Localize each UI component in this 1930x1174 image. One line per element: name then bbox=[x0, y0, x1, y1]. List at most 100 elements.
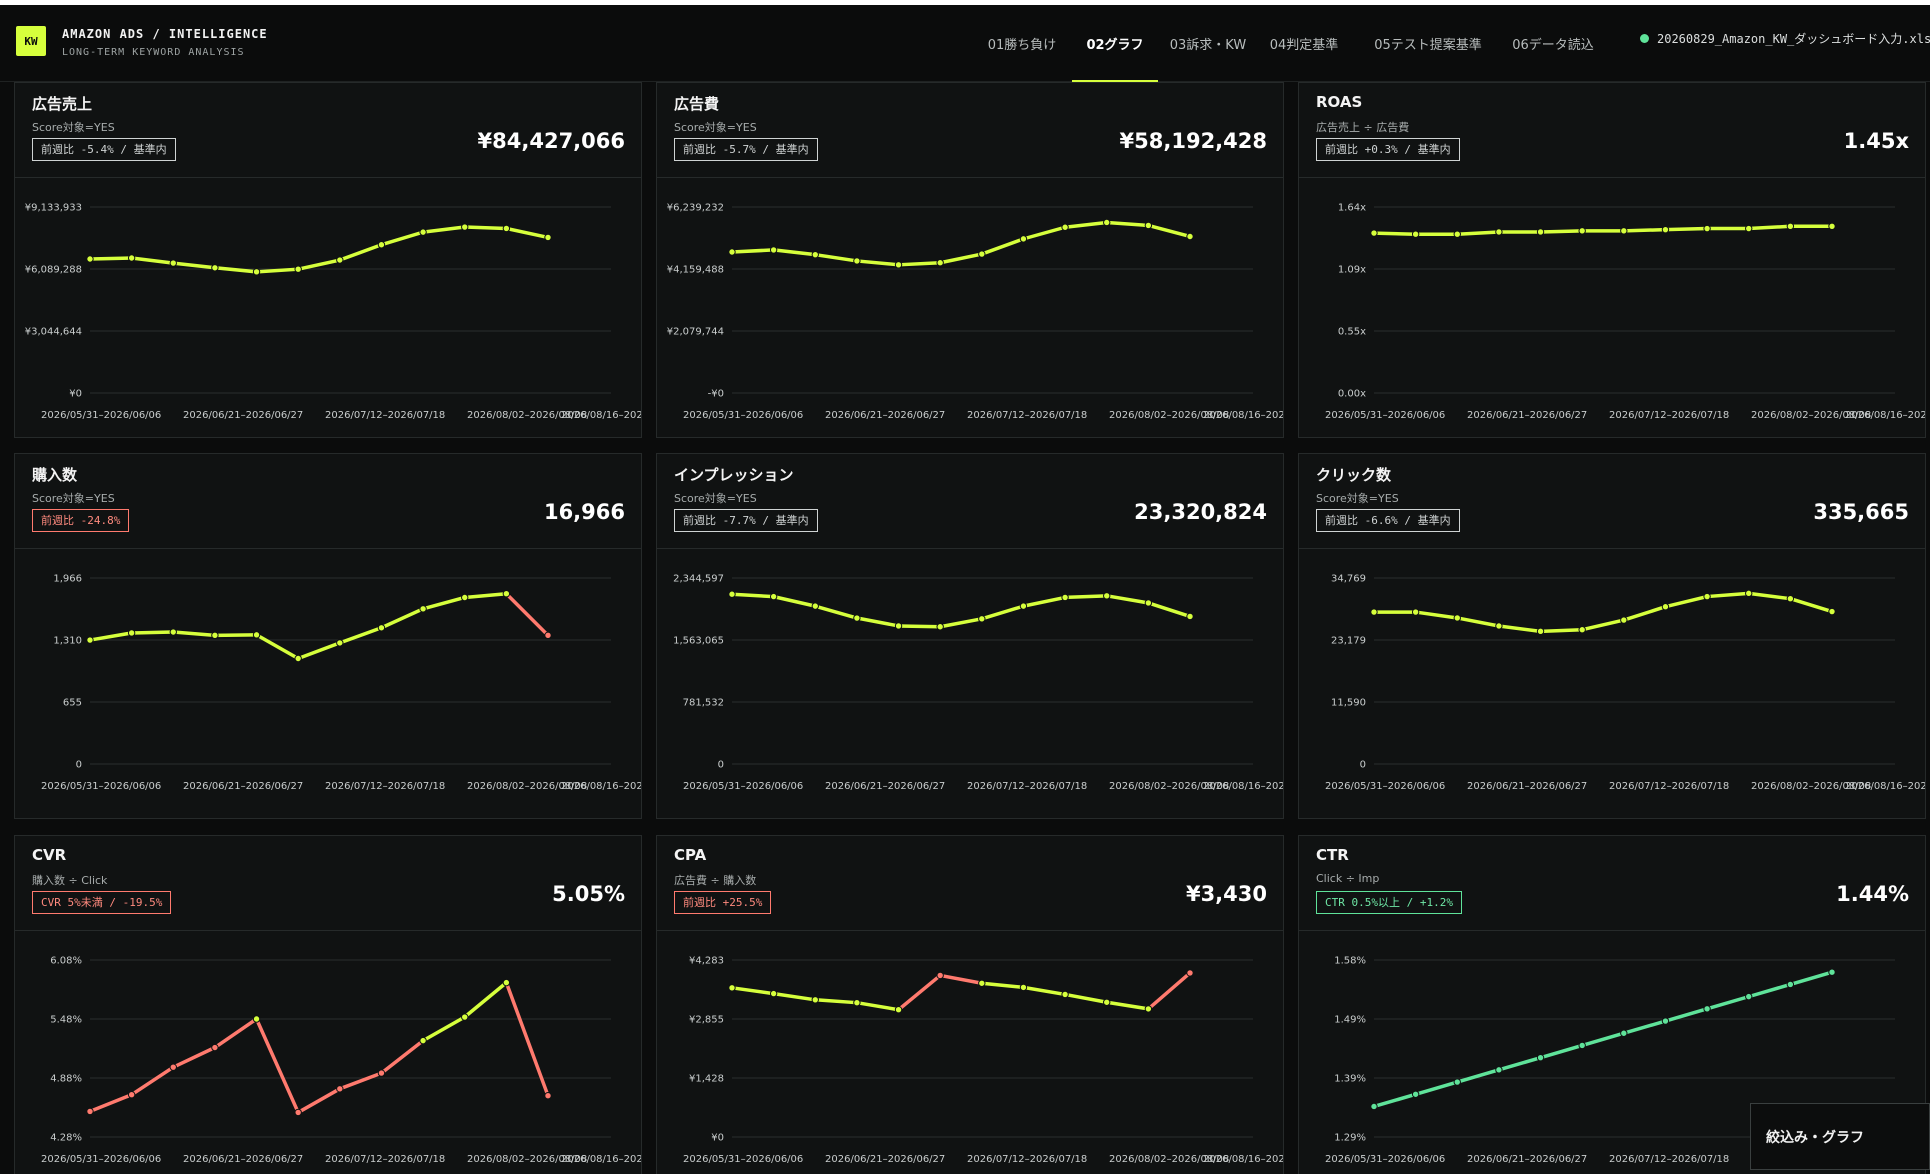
data-point[interactable] bbox=[1370, 608, 1378, 616]
data-point[interactable] bbox=[544, 1092, 552, 1100]
data-point[interactable] bbox=[1786, 594, 1795, 603]
data-point[interactable] bbox=[1495, 622, 1503, 630]
data-point[interactable] bbox=[1661, 603, 1670, 611]
file-indicator[interactable]: 20260829_Amazon_KW_ダッシュボード入力.xlsx bbox=[1640, 30, 1930, 47]
data-point[interactable] bbox=[1370, 229, 1378, 237]
data-point[interactable] bbox=[1495, 228, 1503, 236]
data-point[interactable] bbox=[419, 1036, 427, 1045]
data-point[interactable] bbox=[1186, 969, 1194, 977]
data-point[interactable] bbox=[769, 246, 778, 254]
data-point[interactable] bbox=[169, 628, 177, 636]
data-point[interactable] bbox=[1103, 592, 1111, 600]
data-point[interactable] bbox=[728, 590, 736, 598]
data-point[interactable] bbox=[502, 590, 511, 598]
data-point[interactable] bbox=[86, 636, 94, 644]
data-point[interactable] bbox=[252, 268, 261, 276]
data-point[interactable] bbox=[811, 250, 819, 259]
data-point[interactable] bbox=[336, 639, 344, 647]
tab-criteria[interactable]: 04判定基準 bbox=[1269, 38, 1339, 53]
data-point[interactable] bbox=[1411, 230, 1420, 238]
data-point[interactable] bbox=[1828, 607, 1836, 616]
data-point[interactable] bbox=[1186, 232, 1194, 241]
data-point[interactable] bbox=[1620, 227, 1628, 235]
data-point[interactable] bbox=[769, 989, 778, 998]
data-point[interactable] bbox=[1186, 612, 1194, 621]
data-point[interactable] bbox=[377, 241, 386, 249]
data-point[interactable] bbox=[978, 615, 986, 623]
data-point[interactable] bbox=[294, 1108, 302, 1117]
data-point[interactable] bbox=[728, 248, 736, 256]
data-point[interactable] bbox=[978, 979, 986, 987]
data-point[interactable] bbox=[211, 631, 219, 640]
data-point[interactable] bbox=[169, 259, 177, 267]
data-point[interactable] bbox=[1144, 599, 1153, 607]
data-point[interactable] bbox=[1103, 998, 1111, 1006]
data-point[interactable] bbox=[502, 224, 511, 233]
tab-graph[interactable]: 02グラフ bbox=[1072, 5, 1158, 83]
data-point[interactable] bbox=[127, 254, 136, 262]
data-point[interactable] bbox=[894, 1006, 903, 1014]
data-point[interactable] bbox=[252, 1015, 261, 1023]
data-point[interactable] bbox=[294, 265, 302, 273]
data-point[interactable] bbox=[1536, 627, 1545, 636]
data-point[interactable] bbox=[811, 602, 819, 610]
data-point[interactable] bbox=[336, 1085, 344, 1093]
data-point[interactable] bbox=[936, 623, 944, 631]
data-point[interactable] bbox=[1061, 223, 1069, 231]
data-point[interactable] bbox=[211, 264, 219, 272]
data-point[interactable] bbox=[1370, 1102, 1378, 1111]
data-point[interactable] bbox=[86, 1107, 94, 1116]
data-point[interactable] bbox=[1578, 626, 1586, 634]
data-point[interactable] bbox=[728, 984, 736, 992]
data-point[interactable] bbox=[336, 256, 344, 264]
data-point[interactable] bbox=[978, 250, 986, 258]
data-point[interactable] bbox=[1786, 980, 1795, 989]
data-point[interactable] bbox=[1411, 608, 1420, 616]
data-point[interactable] bbox=[419, 228, 427, 236]
data-point[interactable] bbox=[1828, 222, 1836, 230]
data-point[interactable] bbox=[211, 1043, 219, 1052]
data-point[interactable] bbox=[894, 622, 903, 630]
data-point[interactable] bbox=[419, 605, 427, 613]
data-point[interactable] bbox=[1453, 230, 1461, 238]
tab-wins-losses[interactable]: 01勝ち負け bbox=[987, 38, 1057, 53]
data-point[interactable] bbox=[1411, 1090, 1420, 1098]
data-point[interactable] bbox=[853, 998, 861, 1007]
tab-appeal-kw[interactable]: 03訴求・KW bbox=[1169, 38, 1247, 53]
data-point[interactable] bbox=[461, 1013, 469, 1021]
data-point[interactable] bbox=[769, 592, 778, 601]
data-point[interactable] bbox=[1144, 1005, 1153, 1013]
data-point[interactable] bbox=[1061, 990, 1069, 999]
data-point[interactable] bbox=[1786, 222, 1795, 230]
data-point[interactable] bbox=[502, 978, 511, 987]
data-point[interactable] bbox=[1536, 1053, 1545, 1062]
data-point[interactable] bbox=[86, 255, 94, 263]
tab-data-import[interactable]: 06データ読込 bbox=[1512, 38, 1594, 53]
data-point[interactable] bbox=[127, 1091, 136, 1099]
data-point[interactable] bbox=[1745, 589, 1753, 598]
data-point[interactable] bbox=[936, 259, 944, 267]
data-point[interactable] bbox=[252, 631, 261, 639]
data-point[interactable] bbox=[544, 233, 552, 242]
data-point[interactable] bbox=[1620, 616, 1628, 624]
data-point[interactable] bbox=[1019, 235, 1028, 243]
data-point[interactable] bbox=[461, 223, 469, 231]
data-point[interactable] bbox=[1453, 614, 1461, 622]
data-point[interactable] bbox=[127, 629, 136, 637]
data-point[interactable] bbox=[1661, 225, 1670, 234]
data-point[interactable] bbox=[377, 624, 386, 632]
data-point[interactable] bbox=[1578, 1041, 1586, 1050]
data-point[interactable] bbox=[853, 614, 861, 622]
filter-graph-button[interactable]: 絞込み・グラフ bbox=[1750, 1103, 1930, 1170]
data-point[interactable] bbox=[1703, 1005, 1711, 1013]
data-point[interactable] bbox=[894, 261, 903, 269]
data-point[interactable] bbox=[1019, 983, 1028, 992]
data-point[interactable] bbox=[169, 1063, 177, 1071]
tab-test-proposal[interactable]: 05テスト提案基準 bbox=[1374, 38, 1482, 53]
data-point[interactable] bbox=[1745, 224, 1753, 233]
data-point[interactable] bbox=[544, 631, 552, 640]
data-point[interactable] bbox=[294, 654, 302, 663]
data-point[interactable] bbox=[1661, 1017, 1670, 1025]
data-point[interactable] bbox=[853, 257, 861, 265]
data-point[interactable] bbox=[1745, 992, 1753, 1001]
